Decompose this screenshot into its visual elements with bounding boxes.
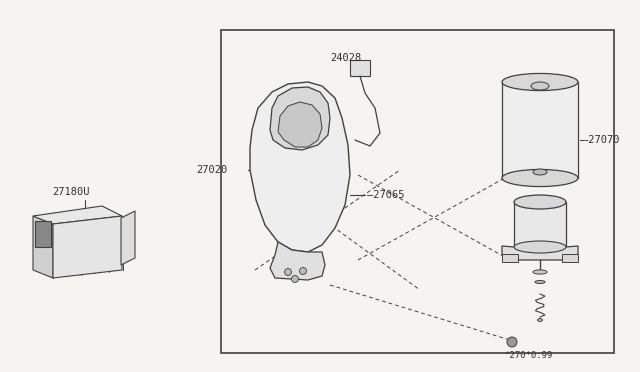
Ellipse shape	[502, 73, 578, 90]
Ellipse shape	[514, 241, 566, 253]
Bar	[502, 254, 518, 262]
Ellipse shape	[533, 169, 547, 175]
Ellipse shape	[535, 280, 545, 283]
Ellipse shape	[538, 318, 543, 321]
Polygon shape	[121, 211, 135, 265]
Bar	[502, 82, 578, 178]
Ellipse shape	[502, 170, 578, 186]
Polygon shape	[250, 82, 350, 252]
Ellipse shape	[531, 82, 549, 90]
Circle shape	[507, 337, 517, 347]
Polygon shape	[270, 242, 325, 280]
Bar	[350, 60, 370, 76]
Text: 27020: 27020	[196, 165, 227, 175]
Polygon shape	[278, 102, 322, 147]
Text: –27065: –27065	[367, 190, 404, 200]
Polygon shape	[502, 246, 578, 260]
Ellipse shape	[514, 195, 566, 209]
Bar	[221, 30, 614, 353]
Polygon shape	[33, 216, 53, 278]
Text: ^270*0:99: ^270*0:99	[505, 350, 554, 359]
Circle shape	[285, 269, 291, 276]
Polygon shape	[270, 87, 330, 150]
Circle shape	[300, 267, 307, 275]
Circle shape	[291, 276, 298, 282]
Text: –27070: –27070	[582, 135, 620, 145]
Polygon shape	[53, 216, 122, 278]
Text: 24028: 24028	[330, 53, 361, 63]
Polygon shape	[33, 206, 122, 224]
Bar	[35, 221, 51, 247]
Text: 27180U: 27180U	[52, 187, 90, 197]
Bar	[562, 254, 578, 262]
Bar	[514, 202, 566, 247]
Ellipse shape	[533, 270, 547, 274]
